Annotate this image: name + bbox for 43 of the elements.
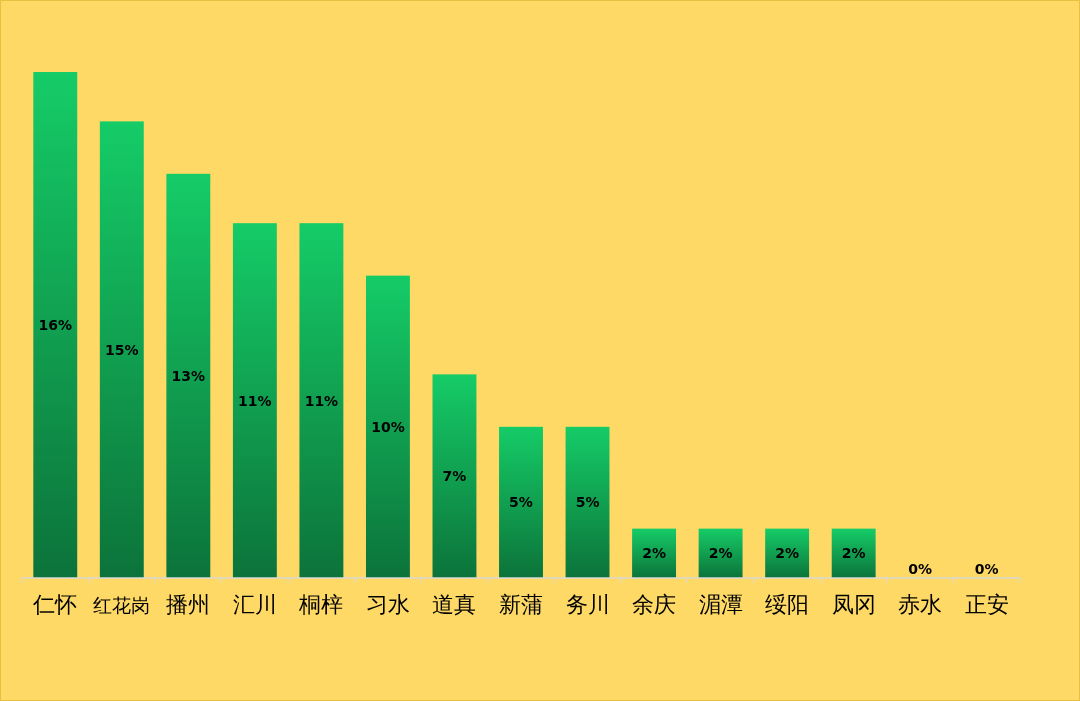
x-tick-label: 凤冈 [831,592,876,617]
x-tick-label: 正安 [964,592,1009,617]
data-label: 16% [38,317,73,333]
bar [33,72,78,578]
bar [499,426,543,578]
x-tick-label: 赤水 [898,592,943,617]
data-label: 13% [171,367,206,384]
bar [99,121,144,578]
data-label: 11% [304,392,339,409]
x-tick-label: 汇川 [232,592,277,617]
data-label: 11% [238,392,272,409]
data-label: 5% [575,494,600,511]
x-tick-label: 道真 [432,592,477,617]
bar [632,528,677,578]
x-tick-label: 务川 [565,592,610,617]
x-tick-label: 红花岗 [93,594,151,616]
data-label: 0% [908,561,933,577]
bar [565,426,610,578]
bar [299,223,344,578]
data-label: 10% [371,418,405,435]
data-label: 2% [708,545,733,562]
x-tick-label: 湄潭 [698,592,743,617]
x-tick-label: 播州 [166,592,211,617]
bar [232,223,277,578]
bar [432,374,477,578]
x-tick-label: 余庆 [632,592,677,617]
x-tick-label: 习水 [365,592,410,617]
data-label: 5% [509,494,533,511]
data-label: 2% [775,545,800,562]
bar [831,528,876,578]
bar [166,173,211,578]
x-tick-label: 桐梓 [298,592,344,617]
bar [765,528,810,578]
bar [365,275,410,578]
data-label: 0% [974,561,999,577]
x-tick-label: 新蒲 [499,592,543,617]
bar [698,528,743,578]
x-tick-label: 绥阳 [765,592,810,617]
data-label: 2% [642,545,666,562]
data-label: 2% [841,545,866,562]
x-tick-label: 仁怀 [32,592,78,617]
data-label: 7% [442,468,467,485]
data-label: 15% [105,341,139,358]
